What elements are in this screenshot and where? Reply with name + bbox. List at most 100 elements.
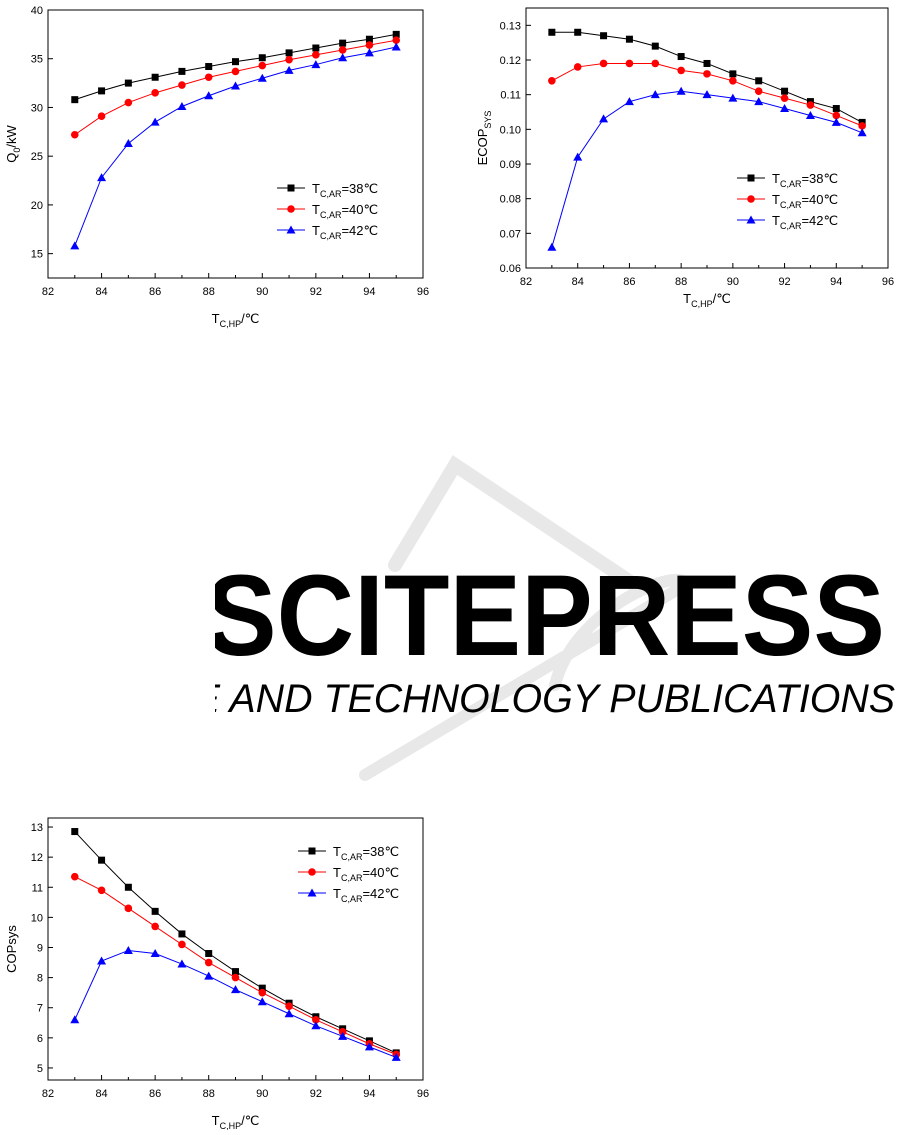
watermark-subtitle: SCIENCE AND TECHNOLOGY PUBLICATIONS bbox=[215, 677, 895, 721]
legend-label: TC,AR=40℃ bbox=[772, 192, 838, 210]
y-tick-label: 8 bbox=[37, 973, 43, 985]
series-1-point bbox=[625, 35, 633, 43]
y-tick-label: 0.13 bbox=[500, 20, 521, 32]
legend: TC,AR=38℃ TC,AR=40℃ TC,AR=42℃ bbox=[277, 181, 378, 241]
legend-label: TC,AR=38℃ bbox=[333, 844, 399, 862]
x-tick-label: 92 bbox=[310, 1088, 322, 1100]
series-1-point bbox=[98, 87, 106, 95]
series-1-point bbox=[755, 77, 763, 85]
series-1-point bbox=[124, 79, 132, 87]
legend-marker bbox=[747, 195, 755, 203]
series-3-point bbox=[676, 86, 686, 95]
x-tick-label: 92 bbox=[310, 286, 322, 298]
x-tick-label: 96 bbox=[882, 276, 894, 288]
legend-marker bbox=[287, 184, 295, 192]
series-2-point bbox=[365, 41, 374, 49]
series-2-point bbox=[97, 112, 106, 121]
series-3-point bbox=[150, 949, 160, 958]
series-1 bbox=[71, 828, 400, 1057]
x-tick-label: 86 bbox=[149, 286, 161, 298]
series-1-point bbox=[781, 87, 789, 95]
series-2 bbox=[70, 872, 401, 1059]
x-tick-label: 90 bbox=[727, 276, 739, 288]
series-1-point bbox=[285, 49, 293, 57]
series-3-point bbox=[284, 1009, 294, 1018]
x-axis-label: TC,HP/℃ bbox=[212, 311, 260, 329]
x-tick-label: 88 bbox=[675, 276, 687, 288]
series-2-point bbox=[124, 98, 133, 107]
y-tick-label: 15 bbox=[31, 249, 43, 261]
legend-marker bbox=[747, 174, 755, 182]
series-1-point bbox=[548, 28, 556, 36]
y-tick-label: 0.06 bbox=[500, 263, 521, 275]
series-1-point bbox=[574, 28, 582, 36]
series-1-point bbox=[178, 67, 186, 75]
series-2-point bbox=[70, 872, 79, 881]
chart-copsys-vs-tchp: 82 84 86 88 90 92 94 96 5 6 7 8 9 10 11 12 13 TC,HP/℃ COPs… bbox=[0, 800, 440, 1131]
series-2 bbox=[70, 36, 401, 139]
series-2-point bbox=[599, 59, 608, 68]
series-1-point bbox=[151, 907, 159, 915]
series-2-point bbox=[677, 66, 685, 75]
series-3-point bbox=[391, 1052, 401, 1061]
series-1-point bbox=[205, 63, 213, 71]
series-2-point bbox=[625, 59, 634, 68]
x-axis-label: TC,HP/℃ bbox=[683, 291, 731, 309]
series-3-point bbox=[391, 42, 401, 51]
x-tick-label: 90 bbox=[256, 286, 268, 298]
series-2-point bbox=[124, 904, 133, 913]
x-tick-label: 94 bbox=[363, 286, 375, 298]
series-3-point bbox=[624, 97, 634, 106]
series-1-point bbox=[71, 96, 79, 104]
y-tick-label: 11 bbox=[32, 882, 43, 894]
series-2-point bbox=[231, 67, 240, 76]
y-tick-label: 0.10 bbox=[500, 124, 521, 136]
series-1-point bbox=[205, 950, 213, 958]
series-3-point bbox=[70, 241, 80, 250]
series-3-point bbox=[257, 73, 267, 82]
series-3-point bbox=[754, 97, 764, 106]
series-2-point bbox=[178, 940, 186, 949]
legend: TC,AR=38℃ TC,AR=40℃ TC,AR=42℃ bbox=[737, 171, 838, 231]
x-tick-label: 90 bbox=[256, 1088, 268, 1100]
y-axis-label: Q0/kW bbox=[4, 125, 22, 163]
legend-label: TC,AR=38℃ bbox=[772, 171, 838, 189]
series-1-point bbox=[600, 32, 608, 40]
x-tick-label: 84 bbox=[95, 286, 107, 298]
series-3-point bbox=[599, 114, 609, 123]
series-2-point bbox=[312, 1015, 320, 1024]
x-tick-label: 82 bbox=[520, 276, 532, 288]
legend-marker bbox=[286, 225, 296, 234]
x-tick-label: 84 bbox=[572, 276, 584, 288]
series-2-point bbox=[231, 973, 240, 982]
series-2-point bbox=[573, 63, 582, 71]
series-2-point bbox=[70, 130, 79, 139]
x-axis-label: TC,HP/℃ bbox=[212, 1113, 260, 1130]
series-3-point bbox=[177, 959, 187, 968]
series-1-point bbox=[151, 73, 159, 81]
series-2-point bbox=[651, 59, 660, 68]
legend-marker bbox=[287, 205, 295, 213]
series-2-point bbox=[285, 1002, 293, 1011]
series-1-line bbox=[74, 831, 397, 1054]
series-1-point bbox=[71, 828, 79, 836]
series-3-point bbox=[204, 971, 214, 980]
series-2-point bbox=[780, 94, 789, 102]
series-3-point bbox=[177, 101, 187, 110]
series-2-point bbox=[338, 46, 347, 54]
series-3-point bbox=[338, 1031, 348, 1040]
y-tick-label: 0.12 bbox=[500, 55, 521, 67]
y-tick-label: 13 bbox=[31, 822, 43, 834]
series-1-point bbox=[339, 39, 347, 47]
series-3-point bbox=[311, 60, 321, 69]
series-3-point bbox=[831, 117, 841, 126]
series-3-point bbox=[284, 65, 294, 74]
series-1-point bbox=[232, 968, 239, 976]
series-3-point bbox=[702, 90, 712, 99]
series-1-point bbox=[98, 856, 106, 864]
y-tick-label: 40 bbox=[31, 5, 43, 17]
y-tick-label: 12 bbox=[31, 852, 43, 864]
series-1-point bbox=[729, 70, 737, 78]
series-2-point bbox=[729, 77, 737, 85]
series-1-point bbox=[703, 59, 711, 67]
